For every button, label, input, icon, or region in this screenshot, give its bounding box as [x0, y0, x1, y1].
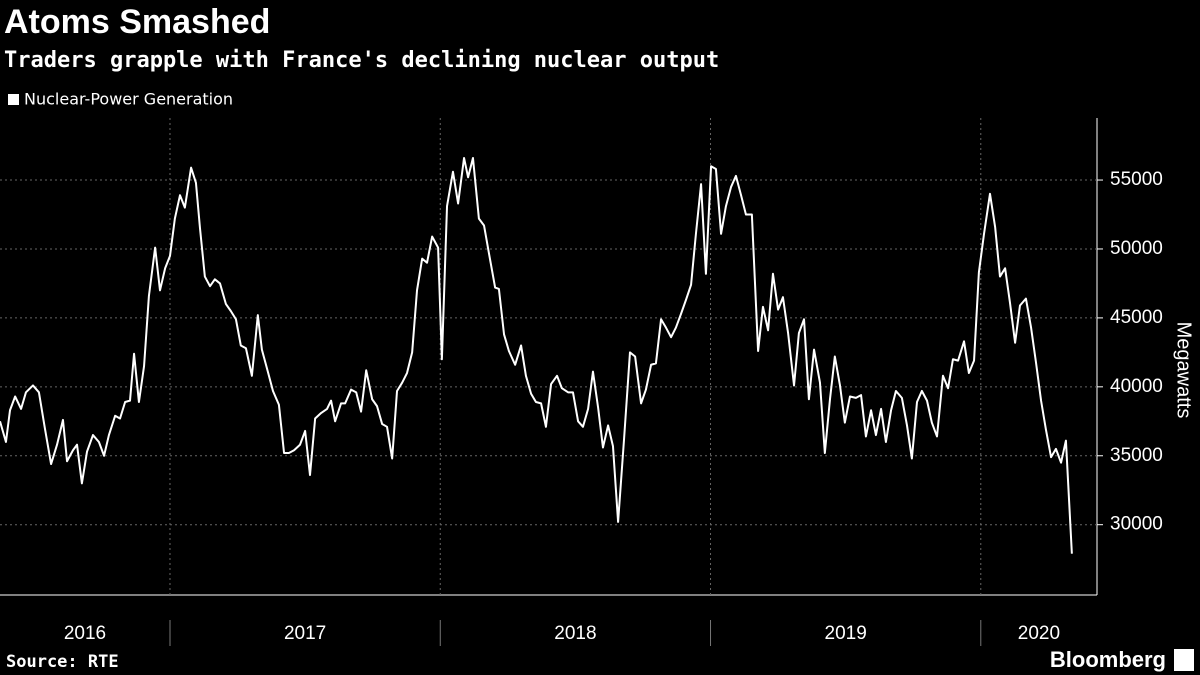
brand: Bloomberg: [1050, 647, 1166, 672]
y-tick-label: 45000: [1110, 307, 1163, 328]
data-line: [0, 156, 1073, 554]
legend-label: Nuclear-Power Generation: [24, 90, 233, 109]
x-tick-label: 2017: [284, 623, 326, 644]
chart-subtitle: Traders grapple with France's declining …: [4, 48, 719, 73]
x-tick-label: 2020: [1018, 623, 1060, 644]
y-tick-label: 30000: [1110, 514, 1163, 535]
y-tick-label: 50000: [1110, 238, 1163, 259]
x-tick-label: 2018: [554, 623, 596, 644]
y-tick-label: 40000: [1110, 376, 1163, 397]
x-tick-label: 2019: [825, 623, 867, 644]
brand-icon: [1174, 649, 1194, 671]
source: Source: RTE: [6, 652, 119, 672]
y-tick-label: 55000: [1110, 169, 1163, 190]
x-tick-label: 2016: [64, 623, 106, 644]
legend-swatch: [8, 94, 19, 105]
y-tick-label: 35000: [1110, 445, 1163, 466]
y-axis-label: Megawatts: [1173, 322, 1195, 419]
chart-title: Atoms Smashed: [4, 3, 270, 41]
